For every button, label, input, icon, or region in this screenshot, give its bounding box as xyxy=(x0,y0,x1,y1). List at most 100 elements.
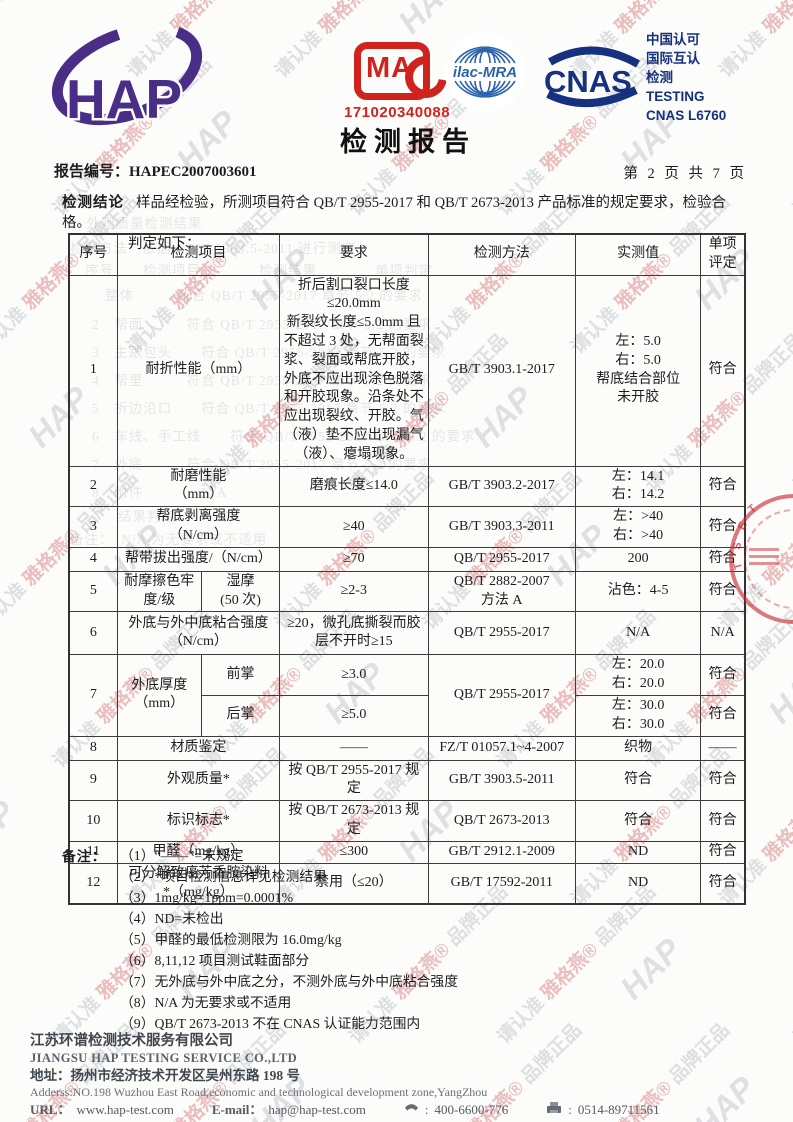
table-row: 6 外底与外中底粘合强度 （N/cm） ≥20，微孔底撕裂而胶 层不开时≥15 … xyxy=(68,611,746,656)
results-table: 序号 检测项目 要求 检测方法 实测值 单项 评定 1 耐折性能（mm） 折后割… xyxy=(68,233,746,906)
table-cell: 帮底剥离强度 （N/cm） xyxy=(116,506,281,548)
table-cell: ≥3.0 xyxy=(279,654,429,696)
table-cell: 外底与外中底粘合强度 （N/cm） xyxy=(116,611,281,656)
table-row: 8 材质鉴定 —— FZ/T 01057.1~4-2007 织物 —— xyxy=(68,735,746,761)
accreditation-line: TESTING xyxy=(646,89,705,104)
table-cell: 左：20.0 右：20.0 xyxy=(574,654,702,696)
fax-icon xyxy=(546,1101,562,1118)
table-cell: 9 xyxy=(68,759,118,802)
table-cell: 可分解致癌芳香胺染料 *（mg/kg） xyxy=(116,862,281,905)
table-cell: 7 xyxy=(68,654,118,737)
table-cell: 帮带拔出强度/（N/cm） xyxy=(116,546,281,572)
table-cell: GB/T 3903.3-2011 xyxy=(427,506,576,548)
table-row: 4 帮带拔出强度/（N/cm） ≥70 QB/T 2955-2017 200 符… xyxy=(68,546,746,572)
table-cell: 符合 xyxy=(700,654,746,696)
table-cell: ≥40 xyxy=(279,506,429,548)
table-cell: 左：>40 右：>40 xyxy=(574,506,702,548)
table-header-row: 序号 检测项目 要求 检测方法 实测值 单项 评定 xyxy=(68,233,746,276)
stamp-letter: T xyxy=(745,502,759,516)
red-stamp-core xyxy=(749,544,779,568)
remarks-block: 备注： （1）“——”=未规定 （2）*项目检测信息详见检测结果 （3）1mg/… xyxy=(62,845,752,1034)
accreditation-block: 中国认可 国际互认 检测 TESTING CNAS L6760 xyxy=(646,30,726,125)
table-header-cell: 单项 评定 xyxy=(700,233,746,276)
table-cell: GB/T 3903.5-2011 xyxy=(427,759,576,802)
table-cell: 标识标志* xyxy=(116,800,281,842)
table-cell: ≥20，微孔底撕裂而胶 层不开时≥15 xyxy=(279,611,429,656)
table-cell: 符合 xyxy=(574,759,702,802)
cma-certificate-number: 171020340088 xyxy=(344,104,451,121)
remark-item: （4）ND=未检出 xyxy=(120,911,224,926)
remark-item: （3）1mg/kg=1ppm=0.0001% xyxy=(120,890,294,905)
table-cell: 符合 xyxy=(700,694,746,737)
table-header-cell: 检测项目 xyxy=(116,233,281,276)
stamp-letter: T xyxy=(731,561,746,571)
ilac-mra-logo: ilac-MRA xyxy=(443,30,527,119)
table-cell: 材质鉴定 xyxy=(116,735,281,761)
table-row: 7 外底厚度 （mm） 前掌 ≥3.0 QB/T 2955-2017 左：20.… xyxy=(68,654,746,737)
footer-company-en: JIANGSU HAP TESTING SERVICE CO.,LTD xyxy=(30,1051,298,1065)
table-cell: 符合 xyxy=(574,800,702,842)
cnas-logo-text: CNAS xyxy=(544,64,632,99)
footer-address-en: Adderss:NO.198 Wuzhou East Road,economic… xyxy=(30,1085,488,1099)
table-row: 12 可分解致癌芳香胺染料 *（mg/kg） 禁用（≤20） GB/T 1759… xyxy=(68,862,746,905)
table-cell: 4 xyxy=(68,546,118,572)
table-header-cell: 实测值 xyxy=(574,233,702,276)
table-cell: 2 xyxy=(68,465,118,508)
table-cell: 符合 xyxy=(700,800,746,842)
report-number-line: 报告编号：HAPEC2007003601 xyxy=(54,160,257,181)
remarks-label: 备注： xyxy=(62,849,107,864)
remark-item: （1）“——”=未规定 xyxy=(120,848,244,863)
email-value[interactable]: hap@hap-test.com xyxy=(268,1102,366,1117)
url-label: URL： xyxy=(30,1102,71,1117)
table-cell: ND xyxy=(574,840,702,864)
remark-item: （5）甲醛的最低检测限为 16.0mg/kg xyxy=(120,932,342,947)
table-cell: 按 QB/T 2673-2013 规定 xyxy=(279,800,429,842)
table-cell: 符合 xyxy=(700,465,746,508)
table-cell: 200 xyxy=(574,546,702,572)
remark-item: （7）无外底与外中底之分，不测外底与外中底粘合强度 xyxy=(120,974,459,989)
table-cell: 左：5.0 右：5.0 帮底结合部位 未开胶 xyxy=(574,274,702,467)
accreditation-line: 中国认可 xyxy=(646,32,700,47)
remark-item: （6）8,11,12 项目测试鞋面部分 xyxy=(120,953,310,968)
url-value[interactable]: www.hap-test.com xyxy=(76,1102,174,1117)
footer: 江苏环谱检测技术服务有限公司 JIANGSU HAP TESTING SERVI… xyxy=(30,1033,775,1118)
table-cell: 3 xyxy=(68,506,118,548)
table-row: 3 帮底剥离强度 （N/cm） ≥40 GB/T 3903.3-2011 左：>… xyxy=(68,506,746,548)
table-cell: 10 xyxy=(68,800,118,842)
table-cell: 耐磨性能 （mm） xyxy=(116,465,281,508)
table-cell: QB/T 2882-2007 方法 A xyxy=(427,570,576,613)
ilac-mra-text: ilac-MRA xyxy=(453,64,517,81)
table-cell: 12 xyxy=(68,862,118,905)
table-cell: 外观质量* xyxy=(116,759,281,802)
stamp-letter: E xyxy=(735,519,750,533)
cma-logo: MA xyxy=(354,42,456,107)
accreditation-line: 国际互认 xyxy=(646,51,700,66)
table-cell: ND xyxy=(574,862,702,905)
table-cell: —— xyxy=(279,735,429,761)
phone-sep: : xyxy=(424,1102,429,1117)
footer-contact-line: URL： www.hap-test.com E-mail： hap@hap-test… xyxy=(30,1101,775,1118)
table-header-cell: 要求 xyxy=(279,233,429,276)
table-row: 9 外观质量* 按 QB/T 2955-2017 规定 GB/T 3903.5-… xyxy=(68,759,746,802)
footer-address-cn: 地址：扬州市经济技术开发区吴州东路 198 号 xyxy=(30,1067,775,1084)
email-label: E-mail： xyxy=(211,1102,263,1117)
conclusion-text: 样品经检验，所测项目符合 QB/T 2955-2017 和 QB/T 2673-… xyxy=(62,195,726,231)
accreditation-line: CNAS L6760 xyxy=(646,108,727,123)
table-cell: 5 xyxy=(68,570,118,613)
fax-sep: : xyxy=(568,1102,572,1117)
report-number-value: HAPEC2007003601 xyxy=(129,164,257,180)
table-header-cell: 检测方法 xyxy=(427,233,576,276)
footer-company-cn: 江苏环谱检测技术服务有限公司 xyxy=(30,1033,233,1049)
table-cell: ≥70 xyxy=(279,546,429,572)
table-row: 2 耐磨性能 （mm） 磨痕长度≤14.0 GB/T 3903.2-2017 左… xyxy=(68,465,746,508)
conclusion-label: 检测结论 xyxy=(62,195,124,211)
remarks-list: （1）“——”=未规定 （2）*项目检测信息详见检测结果 （3）1mg/kg=1… xyxy=(120,845,458,1034)
cma-logo-text: MA xyxy=(366,52,414,84)
table-cell: 6 xyxy=(68,611,118,656)
table-cell: 符合 xyxy=(700,840,746,864)
phone-icon xyxy=(404,1101,419,1118)
table-cell: 符合 xyxy=(700,274,746,467)
table-cell: 禁用（≤20） xyxy=(279,862,429,905)
